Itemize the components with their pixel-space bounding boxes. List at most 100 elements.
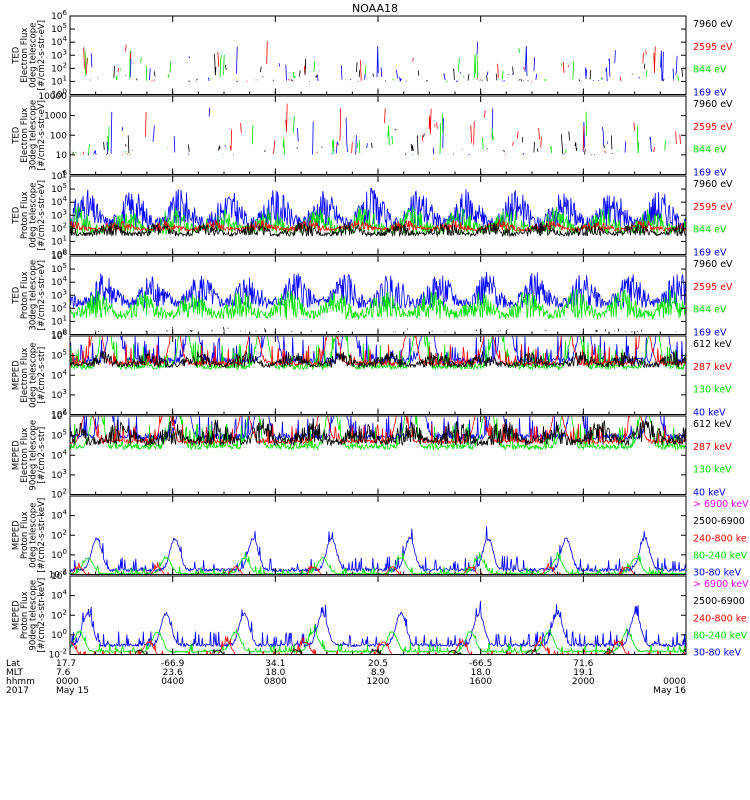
y-label-line: TED	[12, 206, 22, 225]
y-tick-label: 101	[51, 234, 67, 247]
legend-entry: 2595 eV	[693, 122, 733, 133]
y-label-line: [#/cm2-s-str-eV]	[37, 180, 47, 250]
series-287-kev-line	[69, 414, 687, 445]
legend-entry: > 6900 keV	[693, 579, 749, 590]
legend-entry: 2595 eV	[693, 282, 733, 293]
y-label-line: Proton Flux	[20, 191, 30, 239]
x-tick-time: 1200	[367, 677, 390, 687]
x-tick-time: 2000	[572, 677, 595, 687]
legend-entry: 169 eV	[693, 328, 727, 339]
series-2595-ev-line	[69, 219, 687, 233]
legend-entry: 130 keV	[693, 385, 732, 396]
series-169-ev-line	[69, 187, 687, 230]
y-tick-label: 100	[50, 131, 67, 141]
series-169-ev-line	[91, 42, 682, 82]
y-label-line: Electron Flux	[20, 108, 30, 163]
x-tick-time: 0000	[56, 677, 79, 687]
x-tick-date: May 16	[653, 686, 686, 696]
y-tick-label: 101	[51, 74, 67, 87]
legend-entry: 30-80 keV	[693, 568, 742, 579]
legend-entry: 80-240 keV	[693, 630, 748, 641]
legend-entry: 612 keV	[693, 419, 732, 430]
legend-entry: 80-240 keV	[693, 550, 748, 561]
y-label-line: [#/cm2-s-str-eV]	[37, 260, 47, 330]
y-label-line: TED	[12, 126, 22, 145]
panel-frame	[69, 95, 687, 175]
x-tick-time: 0800	[264, 677, 287, 687]
series-844-ev-line	[85, 48, 683, 81]
legend-entry: 169 eV	[693, 248, 727, 259]
y-tick-label: 102	[51, 488, 67, 501]
y-label-line: 90deg telescope	[29, 420, 39, 491]
y-label-line: 0deg telescope	[29, 183, 39, 248]
legend-entry: 2500-6900	[693, 516, 745, 527]
y-tick-label: 104	[51, 509, 67, 522]
y-tick-label: 106	[51, 9, 67, 22]
y-label-line: 30deg telescope	[29, 260, 39, 331]
y-label-line: [#/cm2-s-str-keV]	[37, 498, 47, 573]
y-label-line: TED	[12, 46, 22, 65]
y-tick-label: 100	[51, 628, 67, 641]
series-844-ev-line	[69, 288, 687, 321]
x-tick-mlt: 23.6	[163, 668, 183, 678]
y-label-line: 30deg telescope	[29, 100, 39, 171]
y-tick-label: 103	[51, 48, 67, 61]
legend-entry: 169 eV	[693, 168, 727, 179]
y-tick-label: 102	[51, 608, 67, 621]
y-label-line: Proton Flux	[20, 591, 30, 639]
y-label-line: 90deg telescope	[29, 580, 39, 651]
y-tick-label: 104	[51, 35, 67, 48]
y-label-line: MEPED	[12, 600, 22, 630]
y-tick-label: 1	[61, 171, 67, 181]
legend-entry: 844 eV	[693, 305, 727, 316]
y-tick-label: 10	[56, 151, 68, 161]
y-label-line: 0deg telescope	[29, 343, 39, 408]
y-tick-label: 102	[51, 301, 67, 314]
legend-entry: 287 keV	[693, 362, 732, 373]
y-tick-label: 104	[51, 368, 67, 381]
series-169-ev-line	[69, 271, 687, 309]
y-label-line: [#/cm2-s-str-eV]	[37, 20, 47, 90]
y-tick-label: 102	[51, 528, 67, 541]
y-tick-label: 105	[51, 262, 67, 275]
legend-entry: 2595 eV	[693, 42, 733, 53]
x-row-label: Lat	[6, 659, 21, 669]
y-label-line: Electron Flux	[20, 348, 30, 403]
y-tick-label: 104	[51, 589, 67, 602]
x-tick-time: 0000	[663, 677, 686, 687]
x-tick-lat: 17.7	[56, 659, 76, 669]
y-tick-label: 103	[51, 468, 67, 481]
y-tick-label: 101	[51, 314, 67, 327]
legend-entry: 287 keV	[693, 442, 732, 453]
y-tick-label: 102	[51, 61, 67, 74]
series-80-240-kev-line	[69, 624, 687, 655]
legend-entry: 7960 eV	[693, 179, 733, 190]
legend-entry: 7960 eV	[693, 259, 733, 270]
x-tick-time: 0400	[161, 677, 184, 687]
legend-entry: 2500-6900	[693, 596, 745, 607]
series-612-kev-line	[69, 418, 687, 447]
series-130-kev-line	[69, 334, 687, 371]
x-tick-mlt: 19.1	[573, 668, 593, 678]
series-2595-ev-line	[73, 104, 683, 155]
y-tick-label: 103	[51, 388, 67, 401]
y-label-line: [#/cm2-s-str-eV]	[37, 100, 47, 170]
y-tick-label: 100	[51, 548, 67, 561]
y-tick-label: 103	[51, 288, 67, 301]
series-7960-ev-line	[89, 53, 683, 82]
series-169-ev-line	[88, 108, 684, 155]
legend-entry: 240-800 ke	[693, 533, 747, 544]
x-tick-mlt: 8.9	[371, 668, 386, 678]
